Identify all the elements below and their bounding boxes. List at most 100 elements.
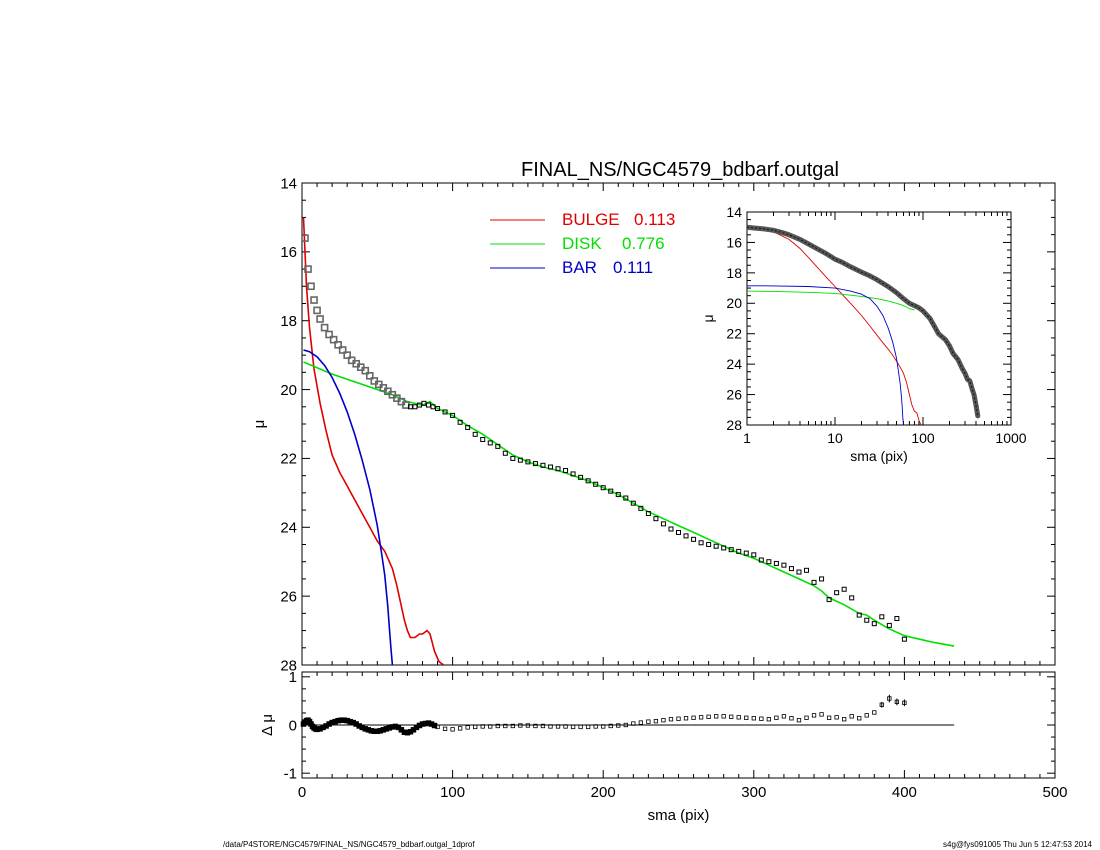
residual-point — [721, 714, 726, 719]
residual-point — [698, 715, 704, 720]
data-point — [578, 474, 584, 480]
data-point — [849, 595, 855, 601]
residual-point — [781, 714, 787, 719]
x-axis-label: sma (pix) — [648, 807, 710, 824]
residual-point — [585, 724, 591, 730]
residual-point — [570, 724, 576, 730]
data-point — [307, 282, 315, 291]
residual-point — [736, 715, 741, 720]
data-point — [698, 540, 704, 546]
y-tick-label: 20 — [726, 295, 742, 311]
main-chart: 14 16 18 20 22 24 26 28 μ — [251, 175, 1056, 674]
y-axis-label: μ — [700, 314, 716, 322]
data-point — [660, 521, 666, 527]
bar-series-line — [747, 285, 904, 425]
data-point — [407, 404, 413, 410]
data-point — [325, 330, 333, 339]
data-point — [480, 436, 486, 442]
residual-point — [706, 714, 711, 719]
data-point — [788, 566, 794, 572]
residual-point — [435, 724, 440, 730]
residual-point — [804, 715, 809, 720]
data-point — [819, 576, 825, 582]
data-point — [532, 461, 538, 467]
residual-point — [608, 723, 613, 729]
residual-point — [796, 718, 802, 723]
residual-point — [503, 723, 508, 729]
data-point — [608, 488, 614, 494]
data-point — [502, 450, 508, 456]
data-point — [630, 500, 636, 506]
residual-point — [578, 724, 583, 730]
residual-point — [744, 715, 749, 720]
residual-point — [653, 718, 659, 724]
y-tick-label: 22 — [726, 326, 742, 342]
data-point — [751, 552, 757, 558]
y-tick-label: 0 — [289, 717, 297, 734]
y-tick-label: 14 — [280, 175, 297, 192]
residual-point — [857, 716, 862, 721]
legend-label-bulge: BULGE — [562, 210, 620, 229]
data-point — [310, 296, 318, 304]
residual-point — [691, 715, 696, 720]
y-tick-label: 22 — [280, 451, 297, 468]
residual-point — [751, 716, 756, 721]
residual-point — [593, 724, 598, 729]
bar-series-line — [303, 349, 394, 665]
legend-value-disk: 0.776 — [622, 234, 665, 253]
data-point — [495, 443, 501, 449]
data-point — [510, 455, 516, 461]
file-path-footer: /data/P4STORE/NGC4579/FINAL_NS/NGC4579_b… — [223, 840, 475, 849]
legend-value-bulge: 0.113 — [634, 210, 675, 229]
x-tick-label: 1 — [743, 430, 751, 446]
data-point — [796, 569, 802, 575]
data-point — [338, 346, 347, 354]
data-point — [426, 402, 432, 408]
data-point — [593, 481, 599, 487]
data-point — [871, 621, 877, 627]
bulge-series-line — [747, 226, 922, 425]
y-tick-label: 24 — [280, 520, 297, 537]
data-point — [879, 614, 885, 620]
data-point — [361, 366, 370, 375]
y-axis-label: μ — [251, 420, 268, 429]
y-axis-label: Δ μ — [259, 714, 276, 736]
data-point — [826, 597, 832, 603]
residual-point — [473, 724, 478, 730]
legend-value-bar: 0.111 — [613, 258, 653, 277]
data-point — [766, 559, 772, 565]
y-tick-label: 16 — [280, 244, 297, 261]
residual-point — [488, 724, 493, 729]
residual-point — [646, 719, 651, 724]
data-point — [773, 560, 779, 566]
data-point — [302, 234, 309, 242]
data-point — [691, 536, 697, 542]
x-tick-label: 1000 — [995, 430, 1026, 446]
data-point — [886, 622, 892, 628]
data-point — [721, 545, 727, 551]
y-tick-label: 28 — [726, 417, 742, 433]
y-tick-label: 24 — [726, 356, 742, 372]
residual-point — [442, 726, 448, 732]
residual-point — [616, 723, 621, 728]
series-group — [302, 217, 955, 665]
data-point — [316, 315, 324, 323]
x-tick-label: 500 — [1042, 784, 1067, 801]
residual-point — [834, 715, 839, 720]
residual-point — [495, 723, 500, 729]
data-point — [547, 464, 553, 470]
data-point — [668, 526, 674, 532]
data-point — [728, 547, 734, 553]
x-tick-label: 10 — [827, 430, 843, 446]
residual-point — [766, 717, 772, 722]
data-point — [430, 404, 436, 410]
main-chart-title: FINAL_NS/NGC4579_bdbarf.outgal — [521, 159, 839, 181]
residual-point — [533, 723, 538, 729]
y-tick-label: 20 — [280, 382, 297, 399]
x-tick-label: 400 — [892, 784, 917, 801]
legend: BULGE 0.113 DISK 0.776 BAR 0.111 — [490, 210, 675, 277]
data-point — [517, 457, 523, 463]
y-tick-label: 26 — [726, 386, 742, 402]
